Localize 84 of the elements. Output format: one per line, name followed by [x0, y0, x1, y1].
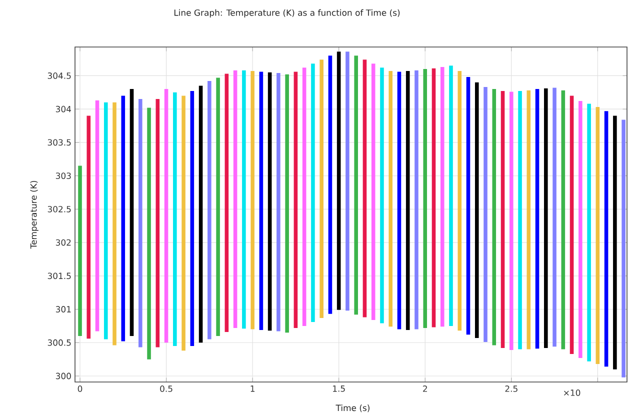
- bar: [414, 70, 418, 330]
- bar: [406, 71, 410, 330]
- bar: [526, 90, 531, 350]
- x-tick-label: 1.5: [333, 386, 345, 392]
- bar: [604, 111, 608, 367]
- bar: [276, 73, 280, 332]
- x-tick-label: 0: [78, 386, 82, 392]
- bar: [224, 74, 229, 332]
- bar: [449, 66, 453, 326]
- text: ×10: [564, 390, 580, 396]
- bar: [294, 72, 298, 328]
- bar: [500, 91, 505, 348]
- bar: [302, 68, 306, 326]
- bar: [285, 74, 289, 333]
- bar: [570, 96, 574, 354]
- bar: [86, 116, 91, 339]
- y-axis-title: Temperature (K): [30, 180, 38, 249]
- bar: [208, 81, 212, 340]
- bar: [552, 88, 556, 347]
- bar: [535, 89, 540, 349]
- bar: [320, 60, 324, 318]
- bar: [259, 72, 264, 330]
- bar: [622, 120, 626, 378]
- y-tick-label: 304.5: [48, 72, 71, 79]
- bar: [458, 71, 462, 331]
- bar: [216, 78, 220, 336]
- bar: [173, 92, 177, 346]
- y-tick-label: 302.5: [48, 206, 71, 212]
- bar: [440, 67, 444, 327]
- chart-title: Line Graph: Temperature (K) as a function of Time (s): [174, 9, 400, 18]
- x-tick-label: 2.5: [505, 386, 518, 392]
- bar: [544, 88, 548, 348]
- bar: [587, 104, 591, 362]
- y-tick-label: 303: [56, 172, 71, 179]
- bar: [561, 90, 566, 350]
- bar: [198, 86, 203, 343]
- bar: [164, 89, 168, 343]
- bar: [354, 56, 358, 315]
- bar: [613, 116, 617, 370]
- bar: [112, 102, 116, 346]
- y-tick-label: 300: [56, 372, 71, 380]
- bar: [346, 52, 350, 311]
- x-tick-label: 2: [423, 386, 427, 392]
- y-tick-label: 301: [56, 306, 71, 312]
- bar: [509, 92, 514, 350]
- y-tick-label: 304: [56, 106, 71, 112]
- bar: [121, 96, 126, 342]
- bar: [147, 108, 151, 360]
- bar: [336, 52, 341, 310]
- bar: [518, 91, 522, 350]
- bar: [242, 70, 246, 329]
- bar: [328, 56, 332, 314]
- bar: [492, 89, 496, 346]
- bar: [311, 64, 315, 322]
- bar: [397, 72, 402, 330]
- bar: [190, 91, 194, 346]
- bar: [484, 87, 488, 342]
- bar: [371, 64, 376, 320]
- bar: [104, 102, 108, 340]
- y-tick-label: 300.5: [48, 339, 71, 346]
- y-tick-label: 301.5: [48, 272, 71, 280]
- bar: [362, 60, 367, 318]
- bar: [233, 70, 238, 328]
- y-tick-label: 302: [56, 239, 71, 246]
- bar: [578, 101, 582, 358]
- bar: [423, 69, 428, 328]
- bar: [78, 166, 82, 336]
- bar: [596, 107, 600, 364]
- bar: [156, 99, 160, 348]
- x-tick-label: 0.5: [160, 386, 172, 392]
- bar: [95, 100, 100, 332]
- bar: [388, 71, 393, 327]
- bar: [380, 68, 384, 324]
- x-tick-label: 1: [250, 386, 254, 392]
- bar: [432, 68, 436, 328]
- bar: [250, 71, 254, 330]
- bar: [474, 82, 479, 338]
- y-tick-label: 303.5: [48, 139, 71, 146]
- x-axis-title: Time (s): [336, 404, 370, 412]
- bar: [130, 89, 134, 336]
- bar: [268, 72, 272, 331]
- bar: [466, 77, 470, 335]
- bar: [138, 99, 142, 348]
- bar: [182, 96, 186, 351]
